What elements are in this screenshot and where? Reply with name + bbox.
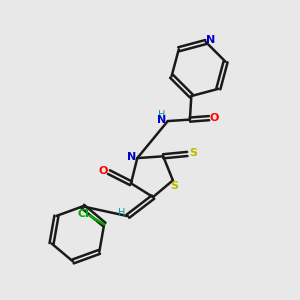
Text: N: N [206, 35, 216, 45]
Text: S: S [170, 181, 178, 191]
Text: S: S [189, 148, 197, 158]
Text: H: H [118, 208, 125, 218]
Text: H: H [158, 110, 165, 120]
Text: O: O [210, 112, 219, 122]
Text: Cl: Cl [78, 209, 89, 219]
Text: O: O [99, 166, 108, 176]
Text: N: N [128, 152, 136, 162]
Text: N: N [157, 115, 166, 124]
